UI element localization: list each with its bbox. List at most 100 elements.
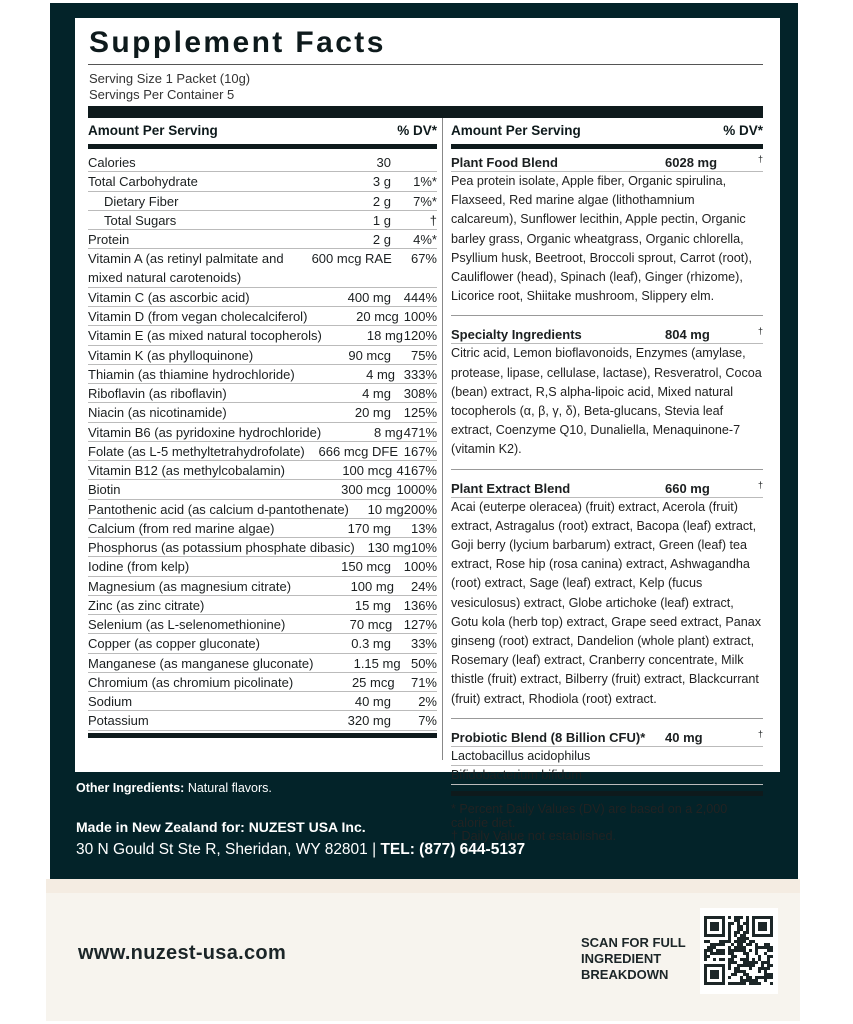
nutrient-amount: 20 mcg [356, 309, 399, 324]
dv-header: % DV* [397, 123, 437, 138]
qr-finder [710, 922, 719, 931]
nutrient-name: Niacin (as nicotinamide) [88, 403, 281, 421]
nutrient-name: Vitamin C (as ascorbic acid) [88, 288, 281, 306]
nutrient-name-line: Vitamin K (as phylloquinone) [88, 347, 254, 363]
qr-module [752, 964, 755, 967]
scan-line: BREAKDOWN [581, 967, 669, 982]
address-text: 30 N Gould St Ste R, Sheridan, WY 82801 … [76, 841, 381, 858]
qr-module [770, 982, 773, 985]
qr-module [728, 964, 731, 967]
qr-module [749, 967, 752, 970]
website-link[interactable]: www.nuzest-usa.com [78, 942, 287, 964]
qr-module [728, 940, 731, 943]
qr-module [728, 931, 731, 934]
nutrient-name-line: Vitamin B12 (as methylcobalamin) [88, 463, 286, 478]
qr-module [704, 958, 707, 961]
qr-module [737, 925, 740, 928]
qr-module [704, 955, 707, 958]
nutrient-amount: 10 mg [367, 501, 404, 517]
qr-module [740, 964, 743, 967]
qr-module [740, 940, 743, 943]
nutrient-row: Total Sugars 1 g † [88, 211, 437, 230]
qr-module [734, 967, 737, 970]
nutrient-dv: 120% [403, 328, 437, 344]
qr-module [704, 952, 707, 955]
nutrient-dv: 13% [410, 520, 437, 536]
nutrient-amount: 18 mg [366, 328, 404, 344]
qr-module [755, 943, 758, 946]
nutrient-dv: 100% [403, 309, 437, 324]
qr-module [728, 961, 731, 964]
qr-module [755, 961, 758, 964]
qr-module [743, 922, 746, 925]
qr-module [722, 940, 725, 943]
nutrient-name-line: Pantothenic acid (as calcium d-pantothen… [88, 501, 349, 517]
footnote: † Daily Value not established. [451, 829, 616, 844]
nutrient-dv: 1%* [413, 174, 437, 190]
qr-module [746, 979, 749, 982]
nutrient-row: Calcium (from red marine algae) 170 mg 13% [88, 519, 437, 538]
qr-module [764, 952, 767, 955]
qr-module [731, 982, 734, 985]
nutrient-row: Phosphorus (as potassium phosphate dibas… [88, 538, 437, 558]
qr-module [728, 934, 731, 937]
qr-module [746, 955, 749, 958]
blend-amount: 6028 mg [665, 155, 718, 170]
blend-list: Plant Food Blend 6028 mg † Pea protein isol… [451, 153, 763, 844]
nutrient-row: Vitamin A (as retinyl palmitate and mixed… [88, 249, 437, 288]
qr-module [710, 949, 713, 952]
qr-module [728, 982, 731, 985]
nutrient-name-line: Copper (as copper gluconate) [88, 636, 260, 652]
qr-module [737, 949, 740, 952]
probiotic-header: Probiotic Blend (8 Billion CFU)* 40 mg † [451, 728, 763, 747]
qr-module [737, 943, 740, 946]
qr-module [755, 982, 758, 985]
nutrient-dv: † [429, 212, 437, 228]
nutrient-dv: 200% [403, 501, 437, 517]
nutrient-amount: 100 mcg [342, 463, 393, 478]
nutrient-dv: 100% [403, 559, 437, 575]
qr-module [704, 949, 707, 952]
qr-module [770, 955, 773, 958]
qr-module [707, 946, 710, 949]
qr-module [770, 949, 773, 952]
nutrient-amount: 3 g [372, 174, 391, 190]
nutrient-name-line: Protein [88, 232, 130, 247]
qr-module [749, 982, 752, 985]
nutrient-name-line: Vitamin E (as mixed natural tocopherols) [88, 328, 322, 344]
qr-module [749, 979, 752, 982]
nutrient-amount: 25 mcg [351, 674, 395, 690]
qr-module [719, 949, 722, 952]
qr-finder [710, 970, 719, 979]
qr-module [716, 943, 719, 946]
qr-module [734, 982, 737, 985]
nutrient-dv: 24% [410, 578, 437, 594]
nutrient-name: Vitamin D (from vegan cholecalciferol) [88, 307, 307, 325]
nutrient-row: Potassium 320 mg 7% [88, 711, 437, 731]
blend-header: Plant Extract Blend 660 mg † [451, 479, 763, 498]
nutrient-amount: 70 mcg [349, 617, 393, 632]
qr-module [737, 940, 740, 943]
nutrient-amount: 300 mcg [341, 482, 391, 498]
qr-module [746, 925, 749, 928]
qr-module [710, 952, 713, 955]
qr-code[interactable] [700, 908, 778, 994]
qr-module [749, 940, 752, 943]
nutrient-amount: 320 mg [347, 713, 391, 729]
qr-module [761, 961, 764, 964]
nutrient-name-line: Calories [88, 155, 136, 170]
qr-module [707, 955, 710, 958]
qr-module [740, 958, 743, 961]
qr-module [746, 958, 749, 961]
qr-module [767, 961, 770, 964]
qr-module [761, 967, 764, 970]
made-in: Made in New Zealand for: NUZEST USA Inc. [76, 819, 366, 835]
nutrient-name: Manganese (as manganese gluconate) [88, 654, 313, 672]
nutrient-dv: 10% [410, 540, 437, 555]
qr-module [758, 982, 761, 985]
qr-module [743, 949, 746, 952]
nutrient-name: Folate (as L-5 methyltetrahydrofolate) [88, 442, 305, 460]
blend-header: Plant Food Blend 6028 mg † [451, 153, 763, 172]
qr-module [719, 940, 722, 943]
nutrient-dv: 75% [410, 347, 437, 363]
